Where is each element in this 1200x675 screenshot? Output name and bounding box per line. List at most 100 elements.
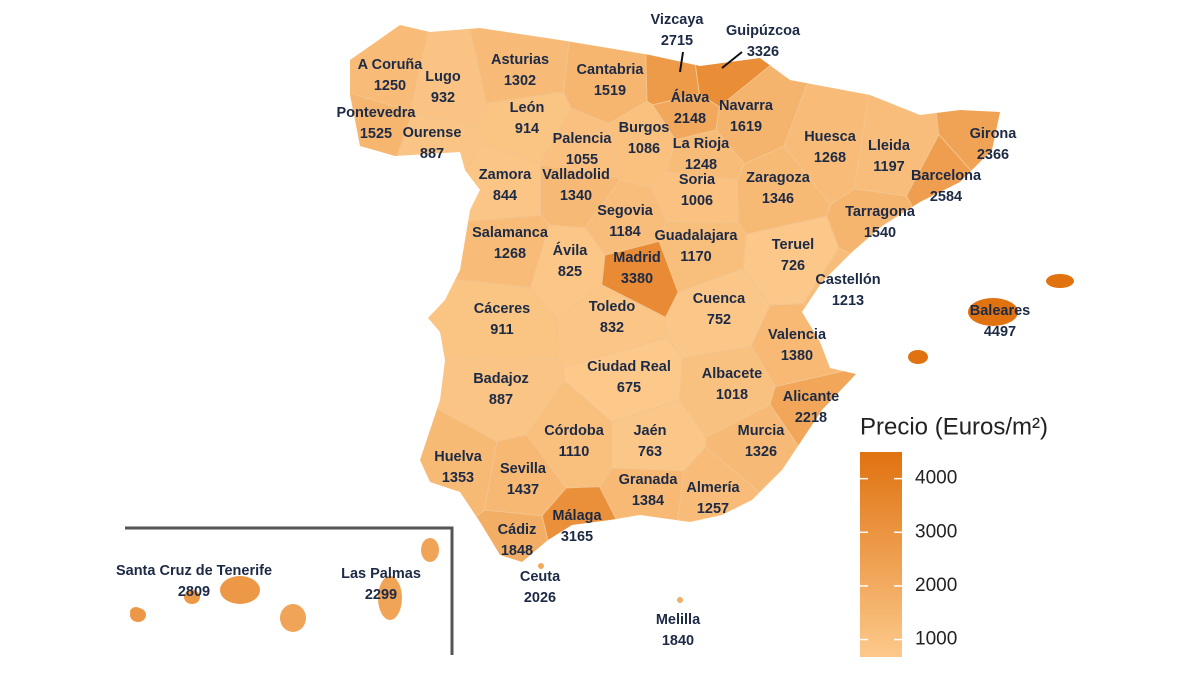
region-value: 2584 [930, 189, 962, 205]
region-value: 1437 [507, 482, 539, 498]
region-value: 1086 [628, 141, 660, 157]
region-name: Burgos [619, 120, 670, 136]
region-value: 1525 [360, 126, 392, 142]
region-value: 1006 [681, 193, 713, 209]
region-name: Ceuta [520, 569, 561, 585]
legend: 1000 2000 3000 4000 [860, 468, 957, 650]
region-name: Cáceres [474, 301, 530, 317]
region-value: 887 [420, 146, 444, 162]
legend-tick-label: 2000 [915, 575, 957, 596]
region-name: Barcelona [911, 168, 982, 184]
region-value: 1848 [501, 543, 533, 559]
legend-tick-label: 3000 [915, 521, 957, 542]
region-value: 4497 [984, 324, 1016, 340]
region-value: 1257 [697, 501, 729, 517]
region-name: Lugo [425, 69, 461, 85]
region-value: 1340 [560, 188, 592, 204]
region-name: León [510, 100, 545, 116]
region-value: 1197 [873, 159, 904, 175]
region-value: 726 [781, 258, 805, 274]
region-name: A Coruña [358, 57, 424, 73]
province [908, 274, 1074, 364]
region-value: 2366 [977, 147, 1009, 163]
region-value: 3165 [561, 529, 593, 545]
region-name: Teruel [772, 237, 814, 253]
region-value: 1268 [814, 150, 846, 166]
region-name: Palencia [553, 131, 613, 147]
province [130, 576, 260, 622]
region-value: 911 [490, 322, 513, 338]
region-value: 675 [617, 380, 641, 396]
region-value: 844 [493, 188, 517, 204]
region-value: 1055 [566, 152, 598, 168]
leader-line [721, 51, 743, 69]
region-value: 1250 [374, 78, 406, 94]
region-name: Cantabria [577, 62, 645, 78]
region-name: Santa Cruz de Tenerife [116, 563, 272, 579]
region-name: Álava [671, 89, 711, 106]
region-value: 1540 [864, 225, 896, 241]
region-value: 2148 [674, 111, 706, 127]
region-name: Madrid [613, 250, 661, 266]
region-name: Ourense [403, 125, 462, 141]
region-value: 1184 [609, 224, 640, 240]
region-name: Castellón [815, 272, 880, 288]
region-value: 1840 [662, 633, 694, 649]
region-name: Ávila [553, 242, 589, 259]
region-value: 1619 [730, 119, 762, 135]
region-name: Toledo [589, 299, 636, 315]
region-value: 3326 [747, 44, 779, 60]
region-value: 932 [431, 90, 455, 106]
region-name: Asturias [491, 52, 549, 68]
region-name: Guipúzcoa [726, 23, 801, 39]
region-value: 1519 [594, 83, 626, 99]
region-name: Vizcaya [651, 12, 705, 28]
region-value: 1346 [762, 191, 794, 207]
region-value: 2299 [365, 587, 397, 603]
region-value: 1380 [781, 348, 813, 364]
region-value: 2715 [661, 33, 693, 49]
islands [130, 274, 1074, 632]
region-name: La Rioja [673, 136, 730, 152]
region-value: 1213 [832, 293, 864, 309]
region-value: 752 [707, 312, 731, 328]
province [280, 538, 439, 632]
region-name: Lleida [868, 138, 911, 154]
region-name: Soria [679, 172, 716, 188]
region-value: 1353 [442, 470, 474, 486]
region-name: Navarra [719, 98, 774, 114]
region-name: Melilla [656, 612, 701, 628]
region-name: Granada [619, 472, 679, 488]
region-name: Pontevedra [337, 105, 417, 121]
region-name: Valencia [768, 327, 827, 343]
region-name: Cádiz [498, 522, 537, 538]
region-name: Valladolid [542, 167, 610, 183]
region-name: Tarragona [845, 204, 916, 220]
region-name: Albacete [702, 366, 762, 382]
region-value: 825 [558, 264, 582, 280]
region-value: 1018 [716, 387, 748, 403]
region-name: Murcia [738, 423, 786, 439]
labels: A Coruña 1250 Lugo 932 Asturias 1302 Cantabria… [116, 12, 1030, 649]
province [538, 563, 544, 569]
region-value: 763 [638, 444, 662, 460]
region-name: Huesca [804, 129, 857, 145]
province [677, 597, 683, 603]
legend-title: Precio (Euros/m²) [860, 413, 1048, 440]
region-value: 2218 [795, 410, 827, 426]
colorbar [860, 452, 902, 657]
region-value: 832 [600, 320, 624, 336]
region-value: 1302 [504, 73, 536, 89]
region-name: Jaén [633, 423, 666, 439]
region-name: Las Palmas [341, 566, 421, 582]
region-value: 1170 [680, 249, 711, 265]
region-name: Ciudad Real [587, 359, 671, 375]
region-name: Cuenca [693, 291, 746, 307]
region-name: Málaga [552, 508, 602, 524]
region-value: 887 [489, 392, 513, 408]
region-name: Sevilla [500, 461, 547, 477]
region-value: 1326 [745, 444, 777, 460]
region-name: Almería [686, 480, 740, 496]
region-name: Zaragoza [746, 170, 811, 186]
